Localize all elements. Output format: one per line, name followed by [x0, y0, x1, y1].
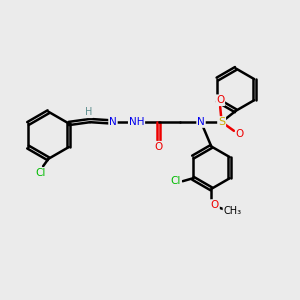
Text: Cl: Cl — [171, 176, 181, 186]
Text: N: N — [197, 117, 205, 127]
Text: O: O — [216, 95, 224, 105]
Text: S: S — [218, 117, 225, 127]
Text: O: O — [211, 200, 219, 210]
Text: NH: NH — [129, 117, 144, 127]
Text: Cl: Cl — [36, 168, 46, 178]
Text: O: O — [236, 129, 244, 139]
Text: O: O — [154, 142, 163, 152]
Text: H: H — [85, 107, 92, 117]
Text: N: N — [109, 117, 117, 127]
Text: CH₃: CH₃ — [224, 206, 242, 216]
